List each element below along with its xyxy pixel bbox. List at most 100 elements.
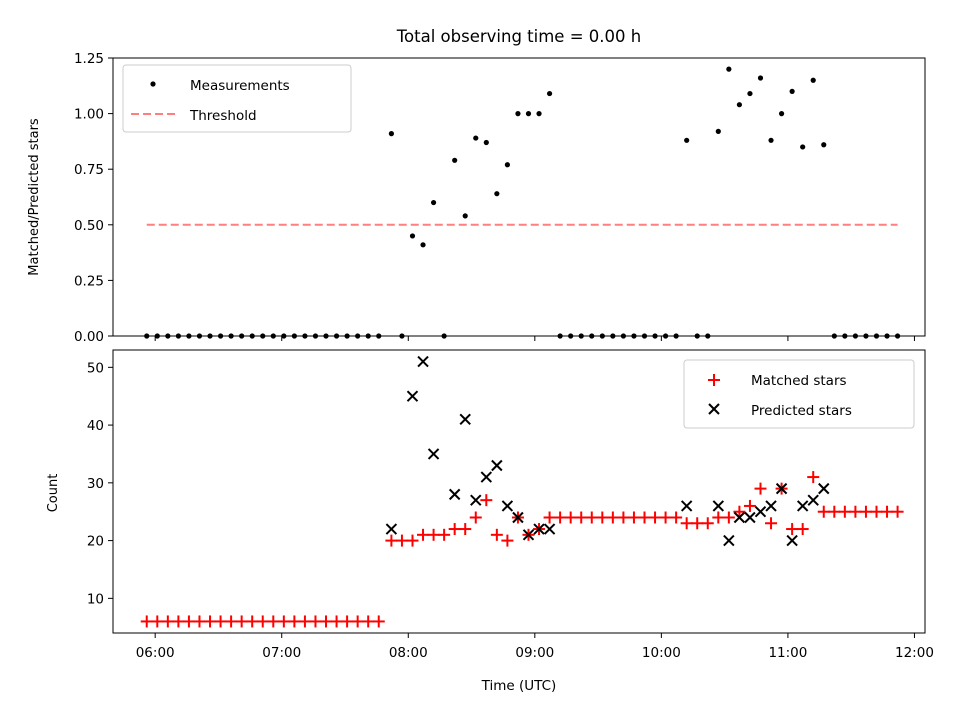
ratio-y-tick-label: 0.75 (74, 162, 104, 178)
count-legend-frame (683, 359, 915, 429)
matched-star-point (649, 511, 662, 524)
measurement-point (494, 191, 500, 197)
matched-star-point (309, 615, 322, 628)
predicted-star-point (712, 500, 725, 512)
matched-star-point (585, 511, 598, 524)
legend-measurements-label: Measurements (190, 78, 290, 94)
matched-star-point (448, 523, 461, 536)
matched-star-point (417, 528, 430, 541)
matched-star-point (161, 615, 174, 628)
matched-star-point (501, 534, 514, 547)
matched-star-point (406, 534, 419, 547)
matched-star-point (575, 511, 588, 524)
ratio-y-tick-label: 1.00 (74, 107, 104, 123)
x-tick-label: 12:00 (895, 645, 934, 661)
matched-star-point (754, 482, 767, 495)
predicted-star-point (744, 511, 756, 524)
matched-star-point (564, 511, 577, 524)
predicted-star-point (480, 471, 493, 483)
ratio-panel-frame (112, 57, 926, 337)
predicted-star-point (459, 413, 471, 426)
matched-star-point (172, 615, 185, 628)
measurement-point (810, 77, 816, 83)
measurement-point (715, 128, 721, 134)
predicted-star-point (807, 494, 819, 506)
measurement-point (473, 135, 479, 141)
measurement-point (452, 157, 458, 163)
matched-star-point (469, 511, 482, 524)
measurement-point (462, 213, 468, 219)
measurement-point (757, 75, 764, 81)
matched-star-point (320, 615, 333, 628)
matched-star-point (870, 505, 883, 518)
legend-threshold-label: Threshold (189, 108, 257, 124)
legend-predicted-marker (708, 403, 720, 415)
predicted-star-point (723, 534, 735, 547)
matched-star-point (849, 505, 862, 518)
matched-star-point (838, 505, 851, 518)
count-panel-frame (112, 349, 926, 634)
predicted-star-point (512, 511, 524, 524)
matched-star-point (480, 494, 493, 507)
ratio-panel-y-label: Matched/Predicted stars (27, 118, 42, 276)
ratio-panel: Total observing time = 0.00 h 0.000.250.… (27, 27, 926, 345)
matched-star-point (288, 615, 301, 628)
count-y-tick-label: 10 (87, 591, 104, 607)
matched-star-point (256, 615, 269, 628)
predicted-star-point (533, 523, 545, 535)
matched-star-point (372, 615, 385, 628)
matched-star-point (385, 534, 398, 547)
matched-star-point (743, 499, 756, 512)
x-tick-label: 11:00 (768, 645, 807, 661)
ratio-panel-ticks: 0.00 0.25 0.50 0.75 1.00 1.25 (74, 51, 915, 345)
legend-matched-marker (708, 374, 720, 386)
ratio-legend: Measurements Threshold (122, 64, 352, 133)
matched-star-point (395, 534, 408, 547)
matched-star-point (204, 615, 217, 628)
legend-measurements-marker (150, 81, 156, 87)
ratio-y-tick-label: 1.25 (74, 51, 104, 67)
measurement-point (409, 233, 416, 239)
count-y-tick-label: 20 (87, 534, 104, 550)
count-legend: Matched stars Predicted stars (683, 359, 915, 429)
matched-star-point (277, 615, 290, 628)
ratio-panel-marks (144, 66, 901, 339)
measurement-point (789, 88, 795, 94)
ratio-y-tick-label: 0.25 (74, 273, 104, 289)
matched-star-point (225, 615, 238, 628)
measurement-point (768, 137, 774, 143)
x-axis-label: Time (UTC) (481, 678, 557, 694)
measurement-point (388, 131, 394, 137)
measurement-point (736, 102, 743, 108)
count-y-tick-label: 50 (87, 360, 104, 376)
x-tick-label: 09:00 (515, 645, 554, 661)
predicted-star-point (491, 459, 503, 472)
matched-star-point (459, 523, 472, 536)
matched-star-point (891, 505, 904, 518)
matched-star-point (881, 505, 894, 518)
chart-title: Total observing time = 0.00 h (396, 27, 641, 46)
ratio-y-tick-label: 0.00 (74, 329, 104, 345)
measurement-point (525, 111, 532, 117)
predicted-star-point (417, 355, 429, 368)
matched-star-point (193, 615, 206, 628)
matched-star-point (796, 523, 809, 536)
count-y-tick-label: 40 (87, 418, 104, 434)
matched-star-point (554, 511, 567, 524)
matched-star-point (638, 511, 651, 524)
ratio-legend-frame (122, 64, 352, 133)
ratio-y-tick-label: 0.50 (74, 218, 104, 234)
measurement-point (747, 90, 753, 97)
predicted-star-point (385, 523, 398, 535)
x-tick-label: 06:00 (136, 645, 175, 661)
count-panel-y-label: Count (46, 474, 61, 513)
legend-predicted-label: Predicted stars (751, 403, 852, 419)
matched-star-point (733, 505, 746, 518)
measurement-point (515, 111, 521, 117)
predicted-star-point (733, 511, 746, 524)
matched-star-point (140, 615, 153, 628)
matched-star-point (330, 615, 343, 628)
predicted-star-point (786, 534, 798, 547)
matched-star-point (490, 528, 503, 541)
